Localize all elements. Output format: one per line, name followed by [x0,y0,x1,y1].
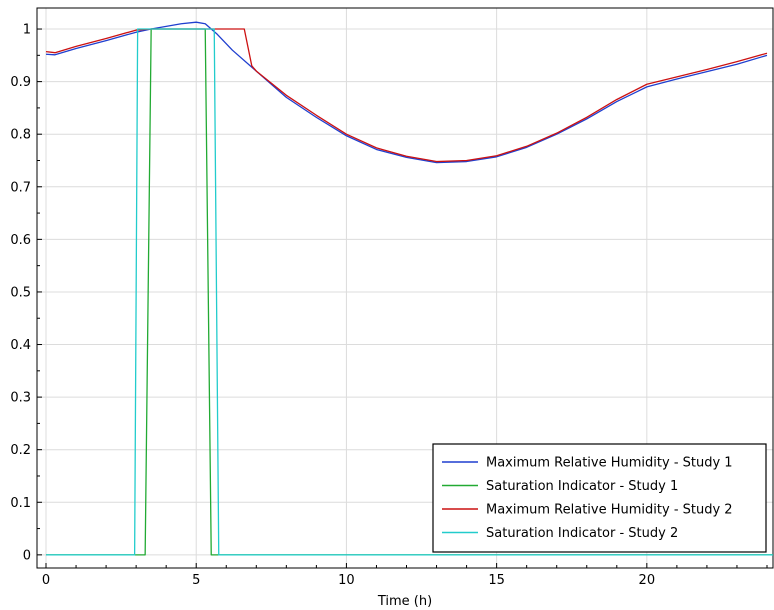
y-tick-label: 0.7 [10,180,31,195]
plot-area-frame [36,7,774,569]
y-tick-label: 0.6 [10,233,31,248]
series-line-3 [45,28,768,163]
y-tick-label: 0 [23,548,31,563]
y-tick-label: 0.8 [10,128,31,143]
y-tick-label: 1 [23,23,31,38]
legend-entry-label: Saturation Indicator - Study 1 [486,479,678,494]
legend-entry-label: Maximum Relative Humidity - Study 1 [486,456,733,471]
y-tick-label: 0.5 [10,285,31,300]
legend-box [432,443,767,553]
y-tick-label: 0.9 [10,75,31,90]
x-tick-label: 20 [639,573,656,588]
x-tick-label: 15 [488,573,505,588]
legend-entry-label: Saturation Indicator - Study 2 [486,526,678,541]
legend: Maximum Relative Humidity - Study 1 Satur… [432,443,767,553]
y-tick-label: 0.1 [10,496,31,511]
y-tick-label: 0.3 [10,391,31,406]
x-tick-label: 10 [338,573,355,588]
x-tick-label: 5 [192,573,200,588]
axis-ticks: 0 5 10 15 20 0 0.1 0.2 0.3 0.4 0.5 0.6 0.7 0.8 0.9 1 [10,23,768,588]
legend-entry-label: Maximum Relative Humidity - Study 2 [486,503,733,518]
x-tick-label: 0 [42,573,50,588]
series-lines [45,21,773,556]
series-line-1 [45,21,768,164]
y-tick-label: 0.2 [10,443,31,458]
y-tick-label: 0.4 [10,338,31,353]
x-axis-label: Time (h) [377,594,432,609]
series-line-4 [46,28,773,556]
